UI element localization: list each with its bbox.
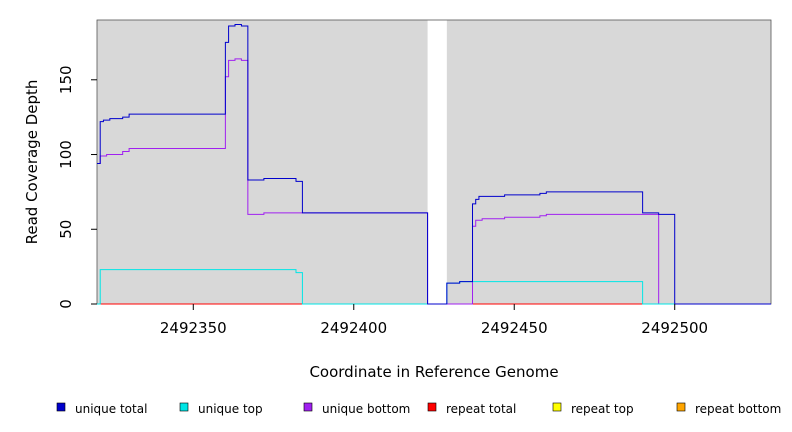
y-tick-label: 150: [57, 65, 75, 94]
legend-item-unique-bottom: unique bottom: [303, 402, 410, 416]
gap-region: [427, 20, 447, 304]
x-tick-label: 2492500: [641, 319, 708, 337]
y-tick-label: 0: [57, 299, 75, 309]
legend-item-repeat-total: repeat total: [427, 402, 516, 416]
legend-label: repeat bottom: [695, 402, 781, 416]
legend-swatch: [552, 402, 562, 412]
legend-label: repeat total: [446, 402, 516, 416]
y-tick-label: 100: [57, 140, 75, 169]
legend-label: unique total: [75, 402, 147, 416]
legend-item-repeat-bottom: repeat bottom: [676, 402, 781, 416]
x-tick-label: 2492400: [320, 319, 387, 337]
y-axis-title: Read Coverage Depth: [23, 80, 41, 245]
legend-swatch: [676, 402, 686, 412]
legend-item-repeat-top: repeat top: [552, 402, 634, 416]
legend-item-unique-top: unique top: [179, 402, 263, 416]
legend-swatch: [427, 402, 437, 412]
legend-swatch: [303, 402, 313, 412]
series-line-unique-total: [97, 23, 771, 305]
x-axis-title: Coordinate in Reference Genome: [309, 363, 558, 381]
legend-swatch: [56, 402, 66, 412]
legend-swatch: [179, 402, 189, 412]
x-tick-label: 2492350: [160, 319, 227, 337]
y-tick-label: 50: [57, 220, 75, 239]
legend-label: unique top: [198, 402, 263, 416]
series-line-unique-bottom: [97, 58, 771, 305]
legend-label: repeat top: [571, 402, 634, 416]
legend-label: unique bottom: [322, 402, 410, 416]
x-tick-label: 2492450: [481, 319, 548, 337]
legend-item-unique-total: unique total: [56, 402, 147, 416]
